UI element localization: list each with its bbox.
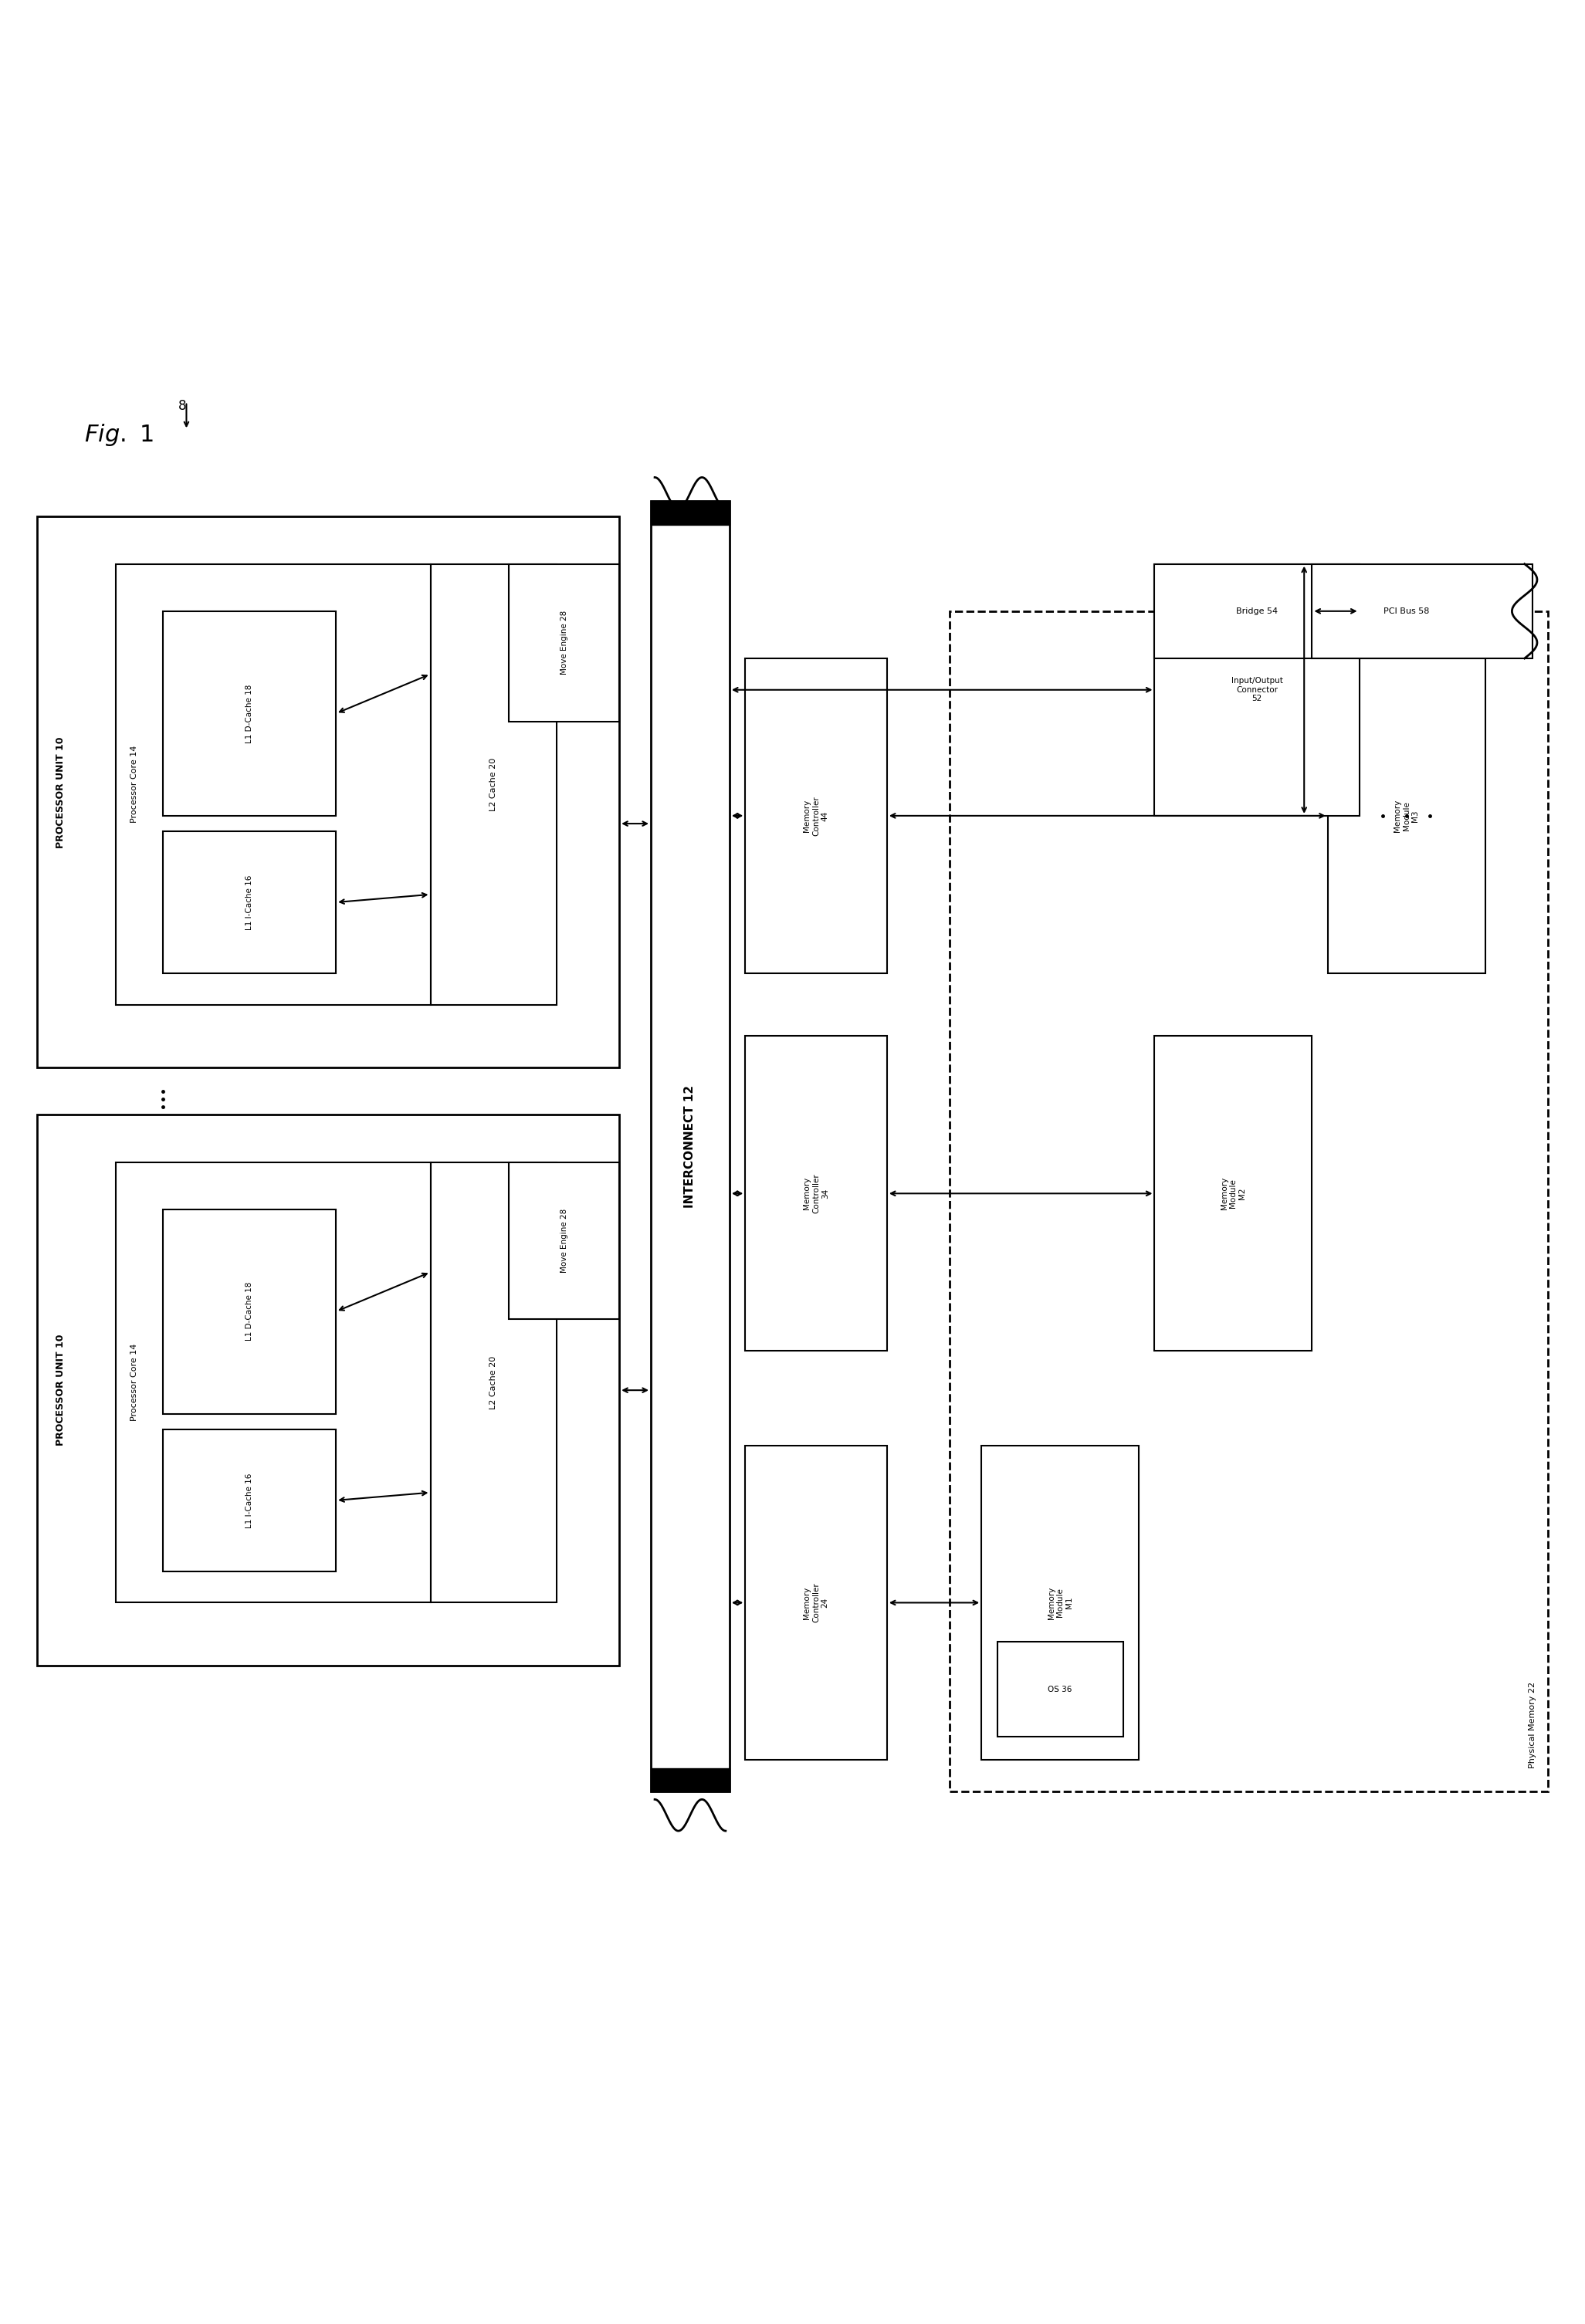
Text: Memory
Controller
44: Memory Controller 44 xyxy=(804,795,829,837)
Text: Move Engine 28: Move Engine 28 xyxy=(561,1208,567,1274)
FancyBboxPatch shape xyxy=(997,1643,1124,1736)
Text: INTERCONNECT 12: INTERCONNECT 12 xyxy=(685,1085,696,1208)
Text: L1 I-Cache 16: L1 I-Cache 16 xyxy=(246,874,254,930)
Text: Memory
Controller
24: Memory Controller 24 xyxy=(804,1583,829,1622)
Text: $\mathit{Fig.}$ $\mathit{1}$: $\mathit{Fig.}$ $\mathit{1}$ xyxy=(84,423,154,449)
Text: Input/Output
Connector
52: Input/Output Connector 52 xyxy=(1232,676,1282,702)
Text: Memory
Module
M3: Memory Module M3 xyxy=(1393,799,1419,832)
Text: Move Engine 28: Move Engine 28 xyxy=(561,611,567,674)
FancyBboxPatch shape xyxy=(163,832,336,974)
FancyBboxPatch shape xyxy=(163,611,336,816)
FancyBboxPatch shape xyxy=(1154,565,1360,658)
FancyBboxPatch shape xyxy=(36,516,620,1067)
FancyBboxPatch shape xyxy=(981,1446,1140,1759)
Text: PROCESSOR UNIT 10: PROCESSOR UNIT 10 xyxy=(55,1334,65,1446)
FancyBboxPatch shape xyxy=(745,1446,888,1759)
Text: Memory
Module
M2: Memory Module M2 xyxy=(1220,1178,1246,1211)
Text: Processor Core 14: Processor Core 14 xyxy=(130,1343,138,1420)
FancyBboxPatch shape xyxy=(1328,658,1485,974)
FancyBboxPatch shape xyxy=(163,1208,336,1413)
Text: L1 D-Cache 18: L1 D-Cache 18 xyxy=(246,683,254,744)
Text: 8: 8 xyxy=(179,400,187,414)
FancyBboxPatch shape xyxy=(116,565,431,1004)
FancyBboxPatch shape xyxy=(1312,565,1533,658)
FancyBboxPatch shape xyxy=(509,1162,620,1320)
Text: L1 D-Cache 18: L1 D-Cache 18 xyxy=(246,1283,254,1341)
Text: PCI Bus 58: PCI Bus 58 xyxy=(1384,607,1430,616)
Text: Bridge 54: Bridge 54 xyxy=(1236,607,1278,616)
Text: OS 36: OS 36 xyxy=(1048,1685,1071,1694)
Text: PROCESSOR UNIT 10: PROCESSOR UNIT 10 xyxy=(55,737,65,848)
Text: Memory
Module
M1: Memory Module M1 xyxy=(1048,1587,1073,1620)
Text: Physical Memory 22: Physical Memory 22 xyxy=(1528,1680,1536,1769)
FancyBboxPatch shape xyxy=(36,1116,620,1666)
FancyBboxPatch shape xyxy=(431,1162,556,1604)
Text: L2 Cache 20: L2 Cache 20 xyxy=(490,1355,498,1408)
FancyBboxPatch shape xyxy=(509,565,620,720)
FancyBboxPatch shape xyxy=(1154,565,1360,816)
Text: Processor Core 14: Processor Core 14 xyxy=(130,746,138,823)
Bar xyxy=(949,611,1549,1792)
FancyBboxPatch shape xyxy=(431,565,556,1004)
Text: L1 I-Cache 16: L1 I-Cache 16 xyxy=(246,1473,254,1527)
Text: L2 Cache 20: L2 Cache 20 xyxy=(490,758,498,811)
Text: Memory
Controller
34: Memory Controller 34 xyxy=(804,1174,829,1213)
FancyBboxPatch shape xyxy=(1154,1037,1312,1350)
FancyBboxPatch shape xyxy=(116,1162,431,1604)
FancyBboxPatch shape xyxy=(745,1037,888,1350)
FancyBboxPatch shape xyxy=(651,502,729,1792)
FancyBboxPatch shape xyxy=(163,1429,336,1571)
FancyBboxPatch shape xyxy=(745,658,888,974)
